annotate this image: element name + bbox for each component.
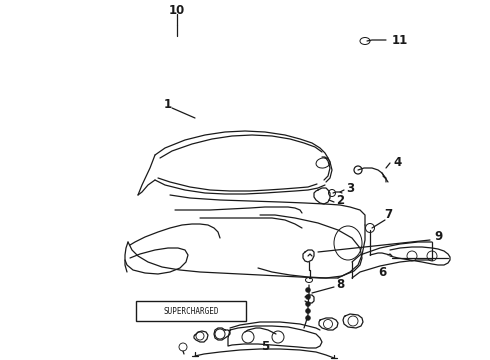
Text: 6: 6 <box>378 266 386 279</box>
Circle shape <box>305 302 311 306</box>
Text: 2: 2 <box>336 194 344 207</box>
Circle shape <box>305 309 311 314</box>
Circle shape <box>305 294 311 300</box>
Text: 4: 4 <box>394 156 402 168</box>
Text: 1: 1 <box>164 99 172 112</box>
Text: 10: 10 <box>169 4 185 17</box>
Text: 7: 7 <box>384 208 392 221</box>
Text: 9: 9 <box>434 230 442 243</box>
Text: 5: 5 <box>261 341 269 354</box>
Circle shape <box>305 288 311 292</box>
Text: 8: 8 <box>336 279 344 292</box>
Text: SUPERCHARGED: SUPERCHARGED <box>163 306 219 315</box>
Circle shape <box>305 315 311 320</box>
Text: 11: 11 <box>392 33 408 46</box>
Text: 3: 3 <box>346 181 354 194</box>
